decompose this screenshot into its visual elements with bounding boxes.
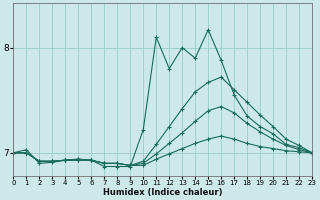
X-axis label: Humidex (Indice chaleur): Humidex (Indice chaleur) (103, 188, 222, 197)
